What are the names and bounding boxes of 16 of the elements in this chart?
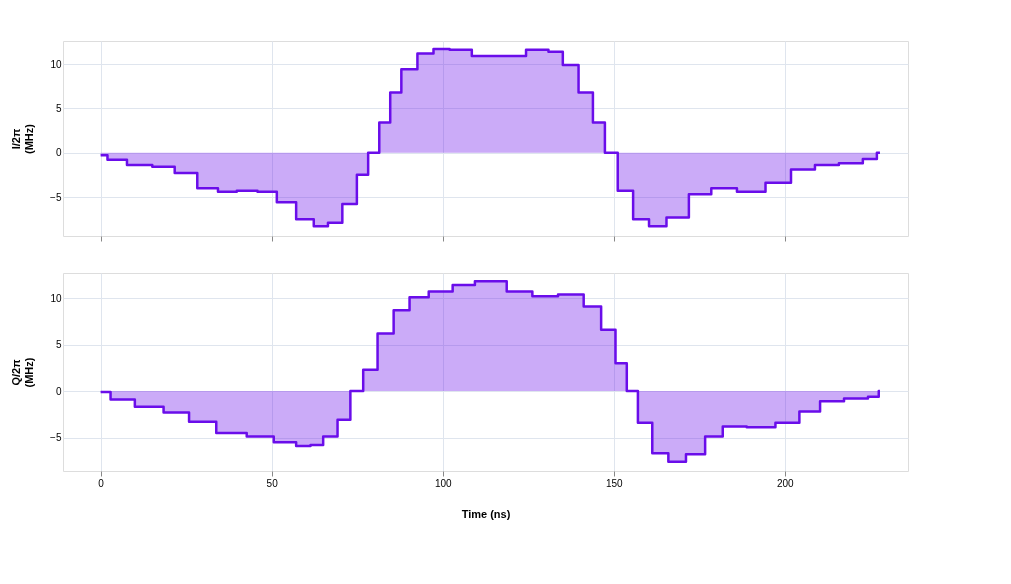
y-tick-label: 0	[55, 147, 62, 159]
x-axis-title: Time (ns)	[461, 507, 511, 520]
x-tick-label: 150	[605, 477, 624, 489]
y-tick-label: 5	[55, 102, 62, 114]
y-tick-label: 10	[50, 58, 62, 70]
y-axis-title: Q/2π (MHz)	[10, 357, 36, 388]
y-tick-label: −5	[50, 191, 62, 203]
y-axis-title: I/2π (MHz)	[10, 123, 36, 154]
y-tick-label: 10	[50, 292, 62, 304]
x-tick-label: 0	[98, 477, 105, 489]
y-tick-label: 0	[55, 385, 62, 397]
x-tick-label: 50	[266, 477, 279, 489]
x-tick-label: 200	[777, 477, 795, 489]
y-tick-label: −5	[50, 432, 62, 444]
y-tick-label: 5	[55, 339, 62, 351]
x-tick-label: 100	[434, 477, 453, 489]
